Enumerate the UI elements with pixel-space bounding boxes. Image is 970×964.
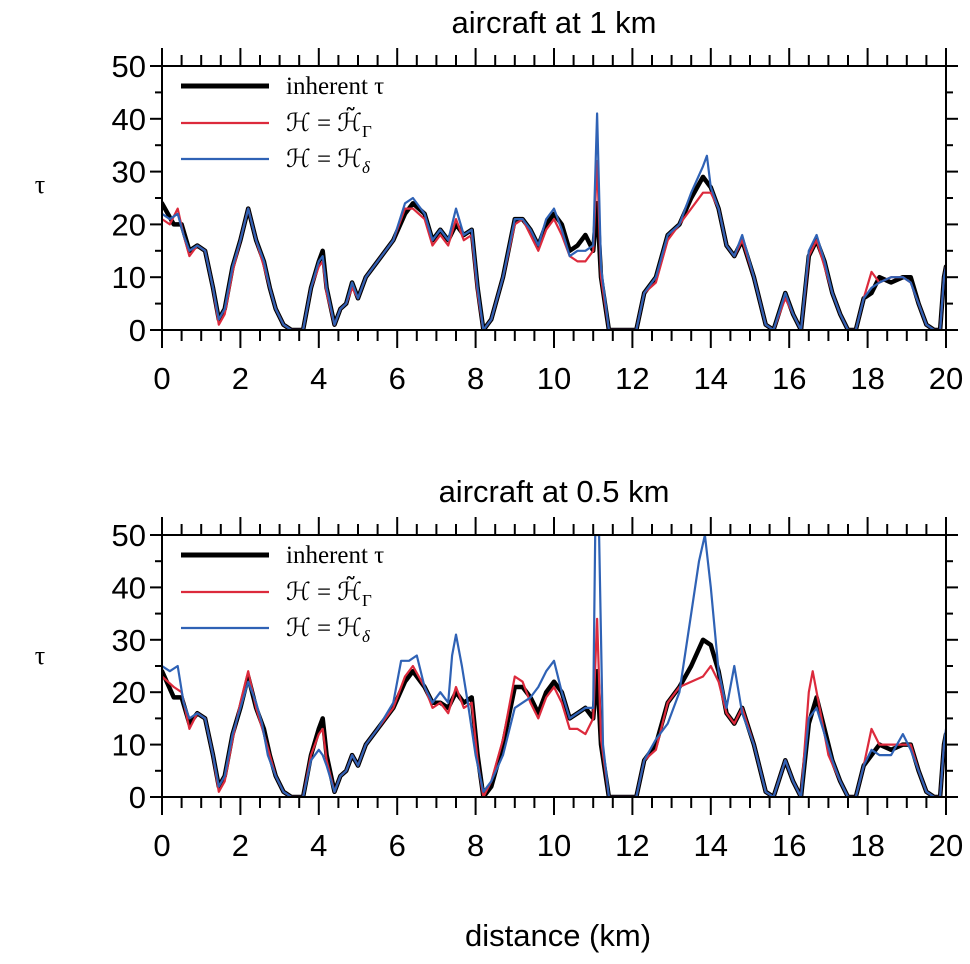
y-tick-label: 20 (112, 675, 146, 710)
y-axis-label: τ (35, 170, 45, 199)
x-tick-label: 14 (694, 828, 728, 863)
y-tick-label: 30 (112, 623, 146, 658)
x-tick-label: 2 (232, 828, 249, 863)
legend: inherent τ ℋ = ℋ̃Γ ℋ = ℋδ (181, 73, 384, 177)
x-tick-label: 8 (467, 828, 484, 863)
series-line-h-gamma (162, 159, 946, 331)
x-tick-label: 0 (153, 828, 170, 863)
x-tick-label: 18 (850, 361, 884, 396)
legend-label: ℋ = ℋ̃Γ (286, 576, 372, 610)
x-tick-label: 20 (929, 361, 963, 396)
legend-label: ℋ = ℋδ (286, 615, 371, 646)
x-tick-label: 4 (310, 361, 327, 396)
legend-label: inherent τ (286, 73, 384, 100)
legend-label: inherent τ (286, 542, 384, 569)
series-line-h-delta (162, 112, 946, 331)
x-tick-label: 2 (232, 361, 249, 396)
legend: inherent τ ℋ = ℋ̃Γ ℋ = ℋδ (181, 542, 384, 646)
chart-title: aircraft at 0.5 km (439, 474, 670, 509)
y-tick-label: 50 (112, 518, 146, 553)
series-line-h-delta (162, 534, 946, 798)
legend-label: ℋ = ℋ̃Γ (286, 107, 372, 141)
x-tick-label: 16 (772, 361, 806, 396)
y-tick-label: 40 (112, 102, 146, 137)
chart-panel-2: aircraft at 0.5 km τ 0 2 4 6 8 10 12 14 16 18 20 0 10 2… (35, 474, 963, 863)
y-tick-label: 0 (129, 780, 146, 815)
chart-title: aircraft at 1 km (452, 5, 657, 40)
plot-frame (161, 65, 947, 331)
y-tick-label: 40 (112, 570, 146, 605)
y-tick-label: 20 (112, 207, 146, 242)
x-axis-label: distance (km) (465, 918, 651, 953)
series-line-h-gamma (162, 617, 946, 798)
x-tick-label: 0 (153, 361, 170, 396)
x-tick-label: 14 (694, 361, 728, 396)
series-group (162, 112, 946, 331)
x-tick-label: 4 (310, 828, 327, 863)
x-tick-label: 6 (389, 361, 406, 396)
x-tick-label: 8 (467, 361, 484, 396)
x-tick-label: 20 (929, 828, 963, 863)
x-tick-label: 10 (537, 828, 571, 863)
legend-label: ℋ = ℋδ (286, 146, 371, 177)
y-tick-label: 0 (129, 313, 146, 348)
y-tick-label: 10 (112, 260, 146, 295)
series-line-inherent (162, 174, 946, 331)
series-group (162, 534, 946, 798)
x-tick-label: 10 (537, 361, 571, 396)
y-tick-label: 50 (112, 49, 146, 84)
y-axis-label: τ (35, 641, 45, 670)
x-tick-label: 6 (389, 828, 406, 863)
y-tick-label: 10 (112, 728, 146, 763)
y-tick-label: 30 (112, 155, 146, 190)
x-tick-label: 18 (850, 828, 884, 863)
x-tick-label: 12 (615, 361, 649, 396)
chart-panel-1: aircraft at 1 km τ 0 2 4 6 8 10 12 14 16 18 20 0 10 20 3… (35, 5, 963, 396)
x-tick-label: 16 (772, 828, 806, 863)
x-tick-label: 12 (615, 828, 649, 863)
